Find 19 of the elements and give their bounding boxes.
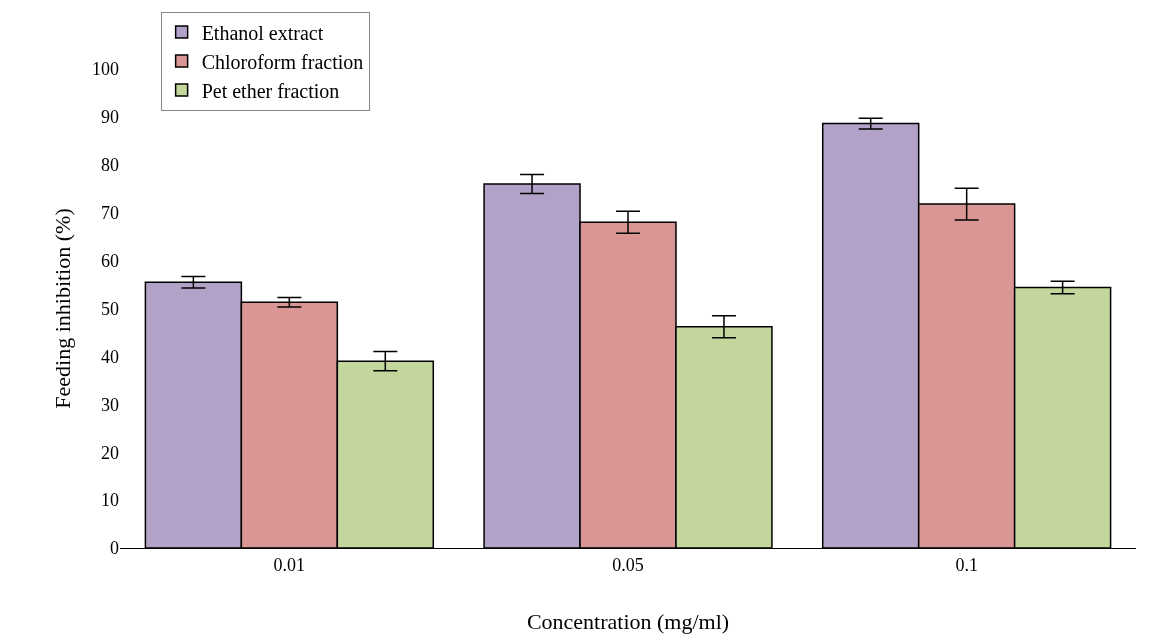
x-tick-label: 0.05 xyxy=(612,554,644,575)
x-tick-label: 0.01 xyxy=(273,554,306,575)
y-tick-label: 50 xyxy=(101,298,119,319)
y-tick-label: 20 xyxy=(101,442,119,463)
y-tick-label: 80 xyxy=(101,155,119,176)
y-tick-label: 100 xyxy=(92,59,119,80)
legend-label: Chloroform fraction xyxy=(201,50,364,73)
y-tick-label: 60 xyxy=(101,250,119,271)
y-tick-label: 90 xyxy=(101,107,119,128)
y-tick-label: 30 xyxy=(101,394,119,415)
x-axis-title: Concentration (mg/ml) xyxy=(526,609,730,635)
y-tick-label: 10 xyxy=(101,490,119,511)
legend-label: Ethanol extract xyxy=(201,21,324,44)
y-tick-label: 0 xyxy=(110,538,119,559)
y-axis-title: Feeding inhibition (%) xyxy=(49,208,75,409)
y-tick-label: 40 xyxy=(101,346,119,367)
legend-label: Pet ether fraction xyxy=(201,79,340,102)
x-tick-label: 0.1 xyxy=(955,554,978,575)
y-tick-label: 70 xyxy=(101,203,119,223)
